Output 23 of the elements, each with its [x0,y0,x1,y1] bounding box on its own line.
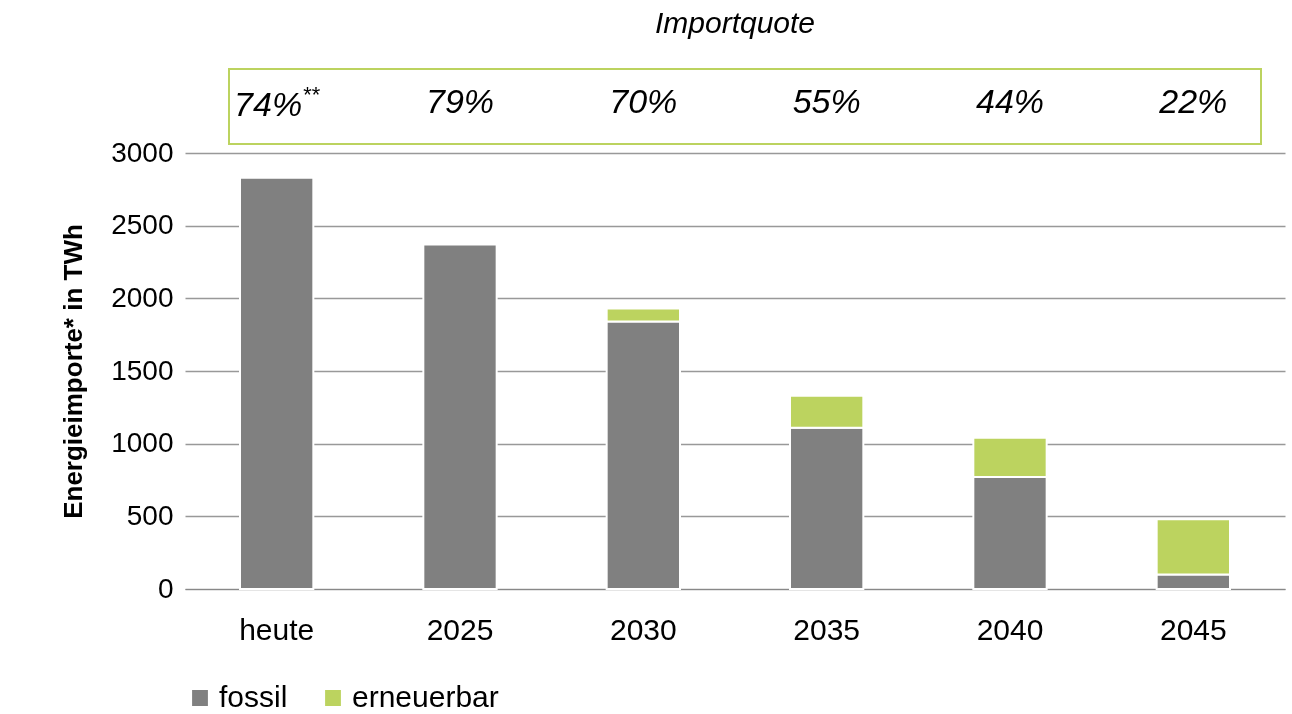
y-tick-label: 2500 [111,209,174,241]
text: 44% [975,82,1045,120]
text: 79% [425,82,495,120]
text: 74%$^{**}$ [234,82,320,123]
y-axis-title: Energieimporte* in TWh [58,224,89,519]
y-tick-label: 2000 [111,281,174,313]
x-tick-label: heute [239,612,315,646]
text: 55% [792,82,861,120]
chart-title: Importquote [654,6,816,39]
y-tick-label: 3000 [111,136,174,168]
text: 70% [609,82,678,120]
x-tick-label: 2040 [976,612,1044,646]
x-tick-label: 2030 [609,612,677,646]
y-tick-label: 1000 [111,427,174,459]
legend-label: erneuerbar [352,680,499,713]
y-tick-label: 1500 [111,354,174,386]
x-tick-label: 2035 [793,612,861,646]
y-tick-label: 500 [126,499,174,531]
x-tick-label: 2025 [426,612,494,646]
legend-label: fossil [219,680,288,713]
text: 22% [1159,82,1228,120]
x-tick-label: 2045 [1159,612,1227,646]
y-tick-label: 0 [157,572,174,604]
